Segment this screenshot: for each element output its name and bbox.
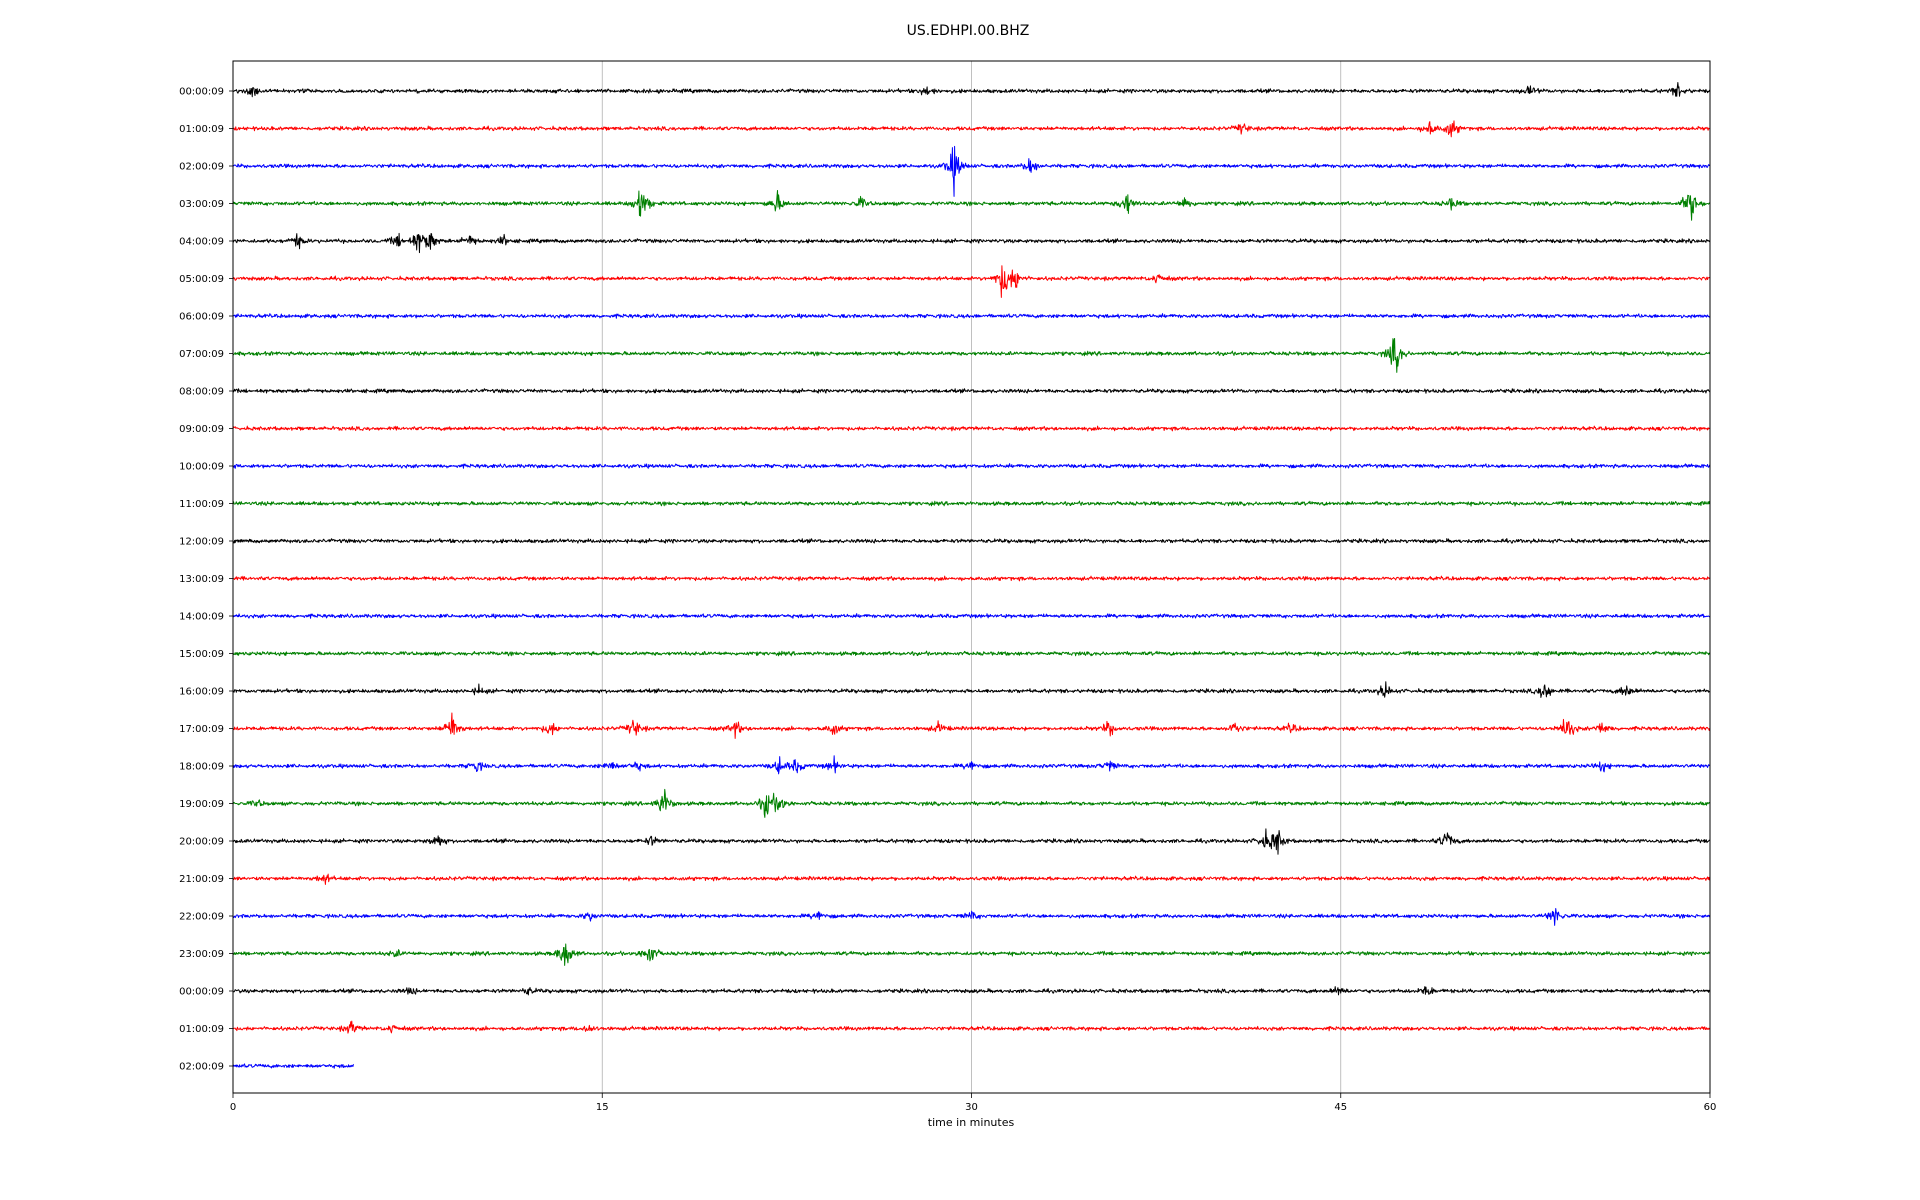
trace-01-00-09-25 [232,1020,1711,1034]
x-tick-label: 30 [965,1102,978,1113]
trace-00-00-09-0 [232,82,1711,98]
trace-10-00-09-10 [232,463,1711,469]
x-tick-label: 0 [230,1102,236,1113]
x-tick-label: 45 [1334,1102,1347,1113]
trace-18-00-09-18 [232,755,1710,775]
y-tick-label: 02:00:09 [179,162,224,173]
y-tick-labels: 00:00:09 01:00:09 02:00:09 03:00:09 04:00:09… [179,87,233,1073]
trace-15-00-09-15 [232,650,1710,657]
trace-14-00-09-14 [232,613,1711,619]
trace-02-00-09-2 [232,145,1711,197]
x-tick-label: 15 [596,1102,609,1113]
trace-13-00-09-13 [232,575,1711,582]
y-tick-label: 17:00:09 [179,724,224,735]
y-tick-label: 21:00:09 [179,874,224,885]
trace-00-00-09-24 [232,986,1710,996]
y-tick-label: 16:00:09 [179,687,224,698]
y-tick-label: 02:00:09 [179,1062,224,1073]
trace-19-00-09-19 [232,788,1711,818]
trace-09-00-09-9 [232,425,1710,432]
y-tick-label: 12:00:09 [179,537,224,548]
y-tick-label: 05:00:09 [179,274,224,285]
y-tick-label: 04:00:09 [179,237,224,248]
trace-06-00-09-6 [232,313,1711,319]
y-tick-label: 19:00:09 [179,799,224,810]
y-tick-label: 06:00:09 [179,312,224,323]
trace-08-00-09-8 [232,388,1711,394]
x-tick-label: 60 [1704,1102,1717,1113]
y-tick-label: 22:00:09 [179,912,224,923]
x-axis-label: time in minutes [928,1116,1015,1129]
y-tick-label: 09:00:09 [179,424,224,435]
trace-17-00-09-17 [232,712,1711,739]
trace-22-00-09-22 [232,908,1711,926]
trace-05-00-09-5 [232,265,1711,298]
x-axis: 0 15 30 45 60 [230,1093,1717,1113]
y-tick-label: 07:00:09 [179,349,224,360]
trace-01-00-09-1 [232,120,1710,138]
trace-12-00-09-12 [232,538,1710,544]
trace-20-00-09-20 [232,828,1710,855]
y-tick-label: 08:00:09 [179,387,224,398]
y-tick-label: 01:00:09 [179,124,224,135]
y-tick-label: 15:00:09 [179,649,224,660]
trace-group [232,82,1711,1069]
y-tick-label: 00:00:09 [179,987,224,998]
y-tick-label: 14:00:09 [179,612,224,623]
trace-11-00-09-11 [232,500,1711,507]
y-tick-label: 13:00:09 [179,574,224,585]
trace-07-00-09-7 [232,337,1711,373]
y-tick-label: 23:00:09 [179,949,224,960]
trace-23-00-09-23 [232,943,1711,966]
y-tick-label: 20:00:09 [179,837,224,848]
chart-title: US.EDHPI.00.BHZ [907,23,1030,39]
trace-03-00-09-3 [232,189,1710,221]
y-tick-label: 00:00:09 [179,87,224,98]
y-tick-label: 11:00:09 [179,499,224,510]
y-tick-label: 18:00:09 [179,762,224,773]
trace-04-00-09-4 [232,232,1711,254]
trace-02-00-09-26 [232,1063,354,1069]
y-tick-label: 01:00:09 [179,1024,224,1035]
y-tick-label: 03:00:09 [179,199,224,210]
y-tick-label: 10:00:09 [179,462,224,473]
trace-21-00-09-21 [232,873,1711,885]
trace-16-00-09-16 [232,681,1711,698]
